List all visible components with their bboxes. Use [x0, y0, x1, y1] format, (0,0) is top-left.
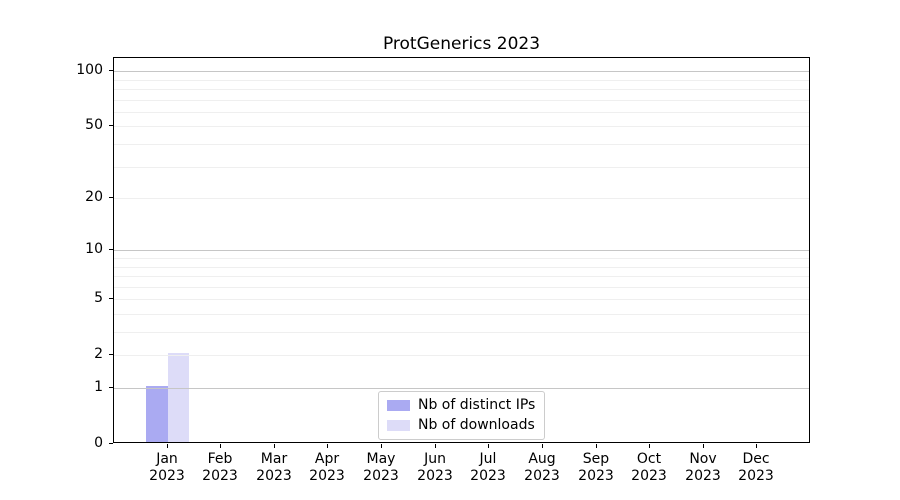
y-axis-tick-mark — [109, 249, 113, 250]
x-axis-tick-label: Mar 2023 — [256, 451, 292, 484]
bar-nb-of-downloads — [167, 353, 190, 442]
x-axis-tick-mark — [596, 444, 597, 448]
y-axis-tick-label: 1 — [94, 379, 103, 395]
gridline-minor — [114, 167, 809, 168]
x-axis-tick-mark — [435, 444, 436, 448]
y-axis-tick-label: 5 — [94, 290, 103, 306]
gridline-minor — [114, 144, 809, 145]
x-axis-tick-label: Aug 2023 — [524, 451, 560, 484]
legend-swatch-nb-of-distinct-ips — [387, 400, 410, 411]
gridline-major — [114, 388, 809, 389]
x-axis-tick-mark — [649, 444, 650, 448]
y-axis-tick-mark — [109, 354, 113, 355]
x-axis-tick-label: Dec 2023 — [738, 451, 774, 484]
y-axis-tick-label: 2 — [94, 346, 103, 362]
gridline-minor — [114, 80, 809, 81]
x-axis-tick-label: Sep 2023 — [578, 451, 614, 484]
x-axis-tick-mark — [274, 444, 275, 448]
x-axis-tick-mark — [488, 444, 489, 448]
gridline-minor — [114, 314, 809, 315]
gridline-minor — [114, 126, 809, 127]
gridline-minor — [114, 287, 809, 288]
x-axis-tick-mark — [220, 444, 221, 448]
x-axis-tick-label: Jun 2023 — [417, 451, 453, 484]
y-axis-tick-label: 0 — [94, 435, 103, 451]
gridline-minor — [114, 258, 809, 259]
chart-title: ProtGenerics 2023 — [382, 34, 541, 54]
y-axis-tick-label: 100 — [76, 62, 103, 78]
gridline-minor — [114, 112, 809, 113]
gridline-minor — [114, 100, 809, 101]
plot-area — [113, 57, 810, 443]
x-axis-tick-mark — [542, 444, 543, 448]
y-axis-tick-mark — [109, 443, 113, 444]
x-axis-tick-label: Nov 2023 — [685, 451, 721, 484]
x-axis-tick-label: May 2023 — [363, 451, 399, 484]
x-axis-tick-mark — [703, 444, 704, 448]
gridline-minor — [114, 198, 809, 199]
legend-label: Nb of downloads — [418, 417, 535, 433]
gridline-major — [114, 250, 809, 251]
gridline-minor — [114, 299, 809, 300]
x-axis-tick-label: Apr 2023 — [309, 451, 345, 484]
y-axis-tick-mark — [109, 125, 113, 126]
legend-item: Nb of downloads — [387, 417, 535, 434]
y-axis-tick-label: 20 — [85, 189, 103, 205]
y-axis-tick-label: 50 — [85, 117, 103, 133]
gridline-minor — [114, 355, 809, 356]
x-axis-tick-mark — [381, 444, 382, 448]
x-axis-tick-label: Oct 2023 — [631, 451, 667, 484]
x-axis-tick-label: Feb 2023 — [202, 451, 238, 484]
x-axis-tick-label: Jan 2023 — [149, 451, 185, 484]
x-axis-tick-label: Jul 2023 — [470, 451, 506, 484]
legend-item: Nb of distinct IPs — [387, 397, 535, 414]
x-axis-tick-mark — [327, 444, 328, 448]
gridline-major — [114, 71, 809, 72]
gridline-minor — [114, 89, 809, 90]
legend: Nb of distinct IPs Nb of downloads — [378, 391, 546, 440]
x-axis-tick-mark — [756, 444, 757, 448]
y-axis-tick-mark — [109, 387, 113, 388]
gridline-minor — [114, 332, 809, 333]
gridline-minor — [114, 276, 809, 277]
legend-label: Nb of distinct IPs — [418, 397, 536, 413]
y-axis-tick-label: 10 — [85, 241, 103, 257]
gridline-minor — [114, 267, 809, 268]
y-axis-tick-mark — [109, 298, 113, 299]
x-axis-tick-mark — [167, 444, 168, 448]
bar-nb-of-distinct-ips — [146, 386, 168, 442]
legend-swatch-nb-of-downloads — [387, 420, 410, 431]
y-axis-tick-mark — [109, 70, 113, 71]
y-axis-tick-mark — [109, 197, 113, 198]
